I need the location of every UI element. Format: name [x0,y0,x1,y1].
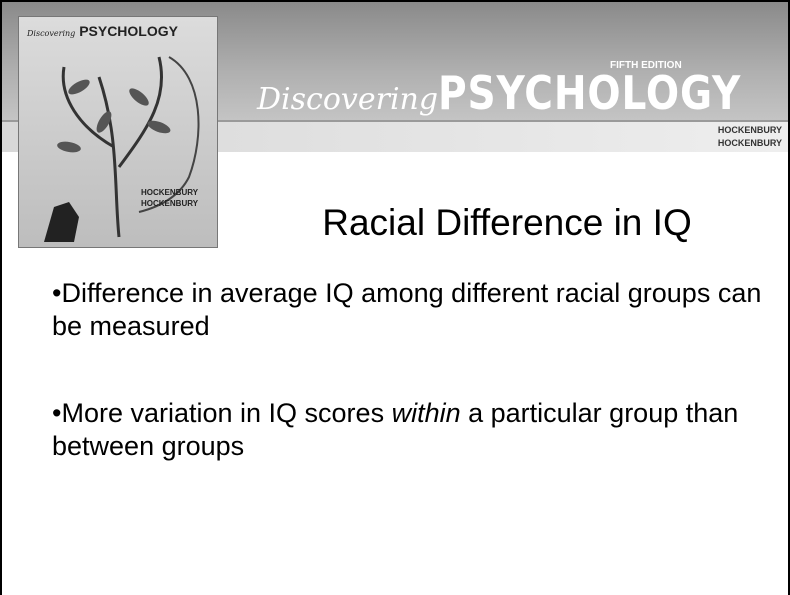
author: HOCKENBURY [141,199,199,208]
bullet-text: •More variation in IQ scores [52,398,392,428]
cover-art [44,56,200,242]
banner-logo: DiscoveringPSYCHOLOGY [257,66,788,120]
cover-authors: HOCKENBURY HOCKENBURY [141,187,198,209]
banner-authors: HOCKENBURY HOCKENBURY [718,124,782,150]
emphasis: within [391,398,461,428]
slide-title: Racial Difference in IQ [322,202,692,243]
edition: FIFTH EDITION [610,60,682,71]
bullet: •More variation in IQ scores within a pa… [52,397,772,463]
logo-script: Discovering [257,82,439,117]
cover-script: Discovering [27,29,76,38]
bullet: •Difference in average IQ among differen… [52,277,772,343]
cover-title: Discovering PSYCHOLOGY [27,23,178,39]
author: HOCKENBURY [141,188,199,197]
logo-title: PSYCHOLOGY [438,66,742,120]
bullet-text: •Difference in average IQ among differen… [52,278,762,341]
bullet-text: a particular group than between groups [52,398,739,461]
author: HOCKENBURY [717,138,782,148]
cover-title-text: PSYCHOLOGY [79,23,178,39]
author: HOCKENBURY [717,125,782,135]
book-cover: Discovering PSYCHOLOGY HOCKENBURY HOCKEN… [18,16,218,248]
